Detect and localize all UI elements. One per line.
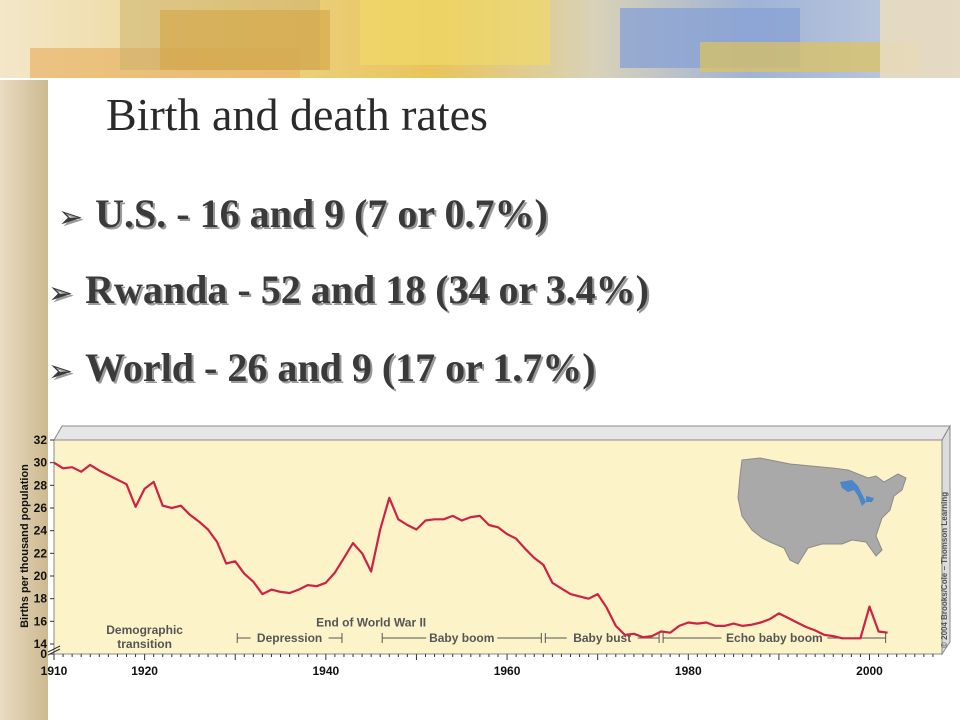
- bullet-rwanda-text: Rwanda - 52 and 18 (34 or 3.4%): [85, 267, 649, 312]
- x-tick-label: 1920: [131, 664, 158, 678]
- x-tick-label: 1960: [494, 664, 521, 678]
- side-decoration-strip: [0, 0, 48, 720]
- y-tick-label: 28: [34, 478, 48, 492]
- x-tick-label: 1910: [41, 664, 68, 678]
- y-tick-label: 26: [34, 501, 48, 515]
- banner-artwork: [0, 0, 960, 80]
- bullet-us-text: U.S. - 16 and 9 (7 or 0.7%): [95, 191, 548, 236]
- x-tick-label: 1940: [312, 664, 339, 678]
- bullet-world: ➢ World - 26 and 9 (17 or 1.7%): [48, 344, 596, 391]
- y-tick-label: 32: [34, 433, 48, 447]
- y-tick-label: 0: [40, 647, 47, 661]
- chart-frame-top: [53, 425, 951, 441]
- bullet-world-text: World - 26 and 9 (17 or 1.7%): [85, 345, 596, 390]
- y-tick-label: 24: [34, 524, 48, 538]
- page-title: Birth and death rates: [106, 89, 488, 140]
- decorative-banner: [0, 0, 960, 80]
- y-tick-label: 14: [34, 637, 48, 651]
- period-label: Baby boom: [429, 631, 494, 645]
- period-label: Echo baby boom: [726, 631, 823, 645]
- y-tick-label: 22: [34, 546, 48, 560]
- bullet-rwanda: ➢ Rwanda - 52 and 18 (34 or 3.4%): [48, 266, 649, 313]
- y-axis-title: Births per thousand population: [19, 464, 31, 628]
- x-tick-label: 2000: [856, 664, 883, 678]
- period-label: Baby bust: [573, 631, 631, 645]
- birth-rate-series-line: [53, 461, 888, 640]
- bullet-us: ➢ U.S. - 16 and 9 (7 or 0.7%): [58, 190, 548, 237]
- axis-break-mark: [47, 645, 61, 656]
- arrow-right-icon: ➢: [58, 200, 84, 235]
- y-tick-label: 16: [34, 614, 48, 628]
- credit-text: © 2004 Brooks/Cole – Thomson Learning: [940, 492, 949, 648]
- period-label-line: transition: [117, 637, 172, 651]
- annotation-label: End of World War II: [316, 616, 426, 630]
- y-tick-label: 20: [34, 569, 48, 583]
- arrow-right-icon: ➢: [48, 354, 74, 389]
- y-tick-label: 30: [34, 456, 48, 470]
- birth-rate-chart: Births per thousand population © 2004 Br…: [19, 424, 951, 678]
- arrow-right-icon: ➢: [48, 276, 74, 311]
- period-label-line: Demographic: [106, 623, 183, 637]
- period-label: Depression: [257, 631, 322, 645]
- period-label: Demographic transition: [106, 623, 183, 651]
- x-tick-label: 1980: [675, 664, 702, 678]
- y-tick-label: 18: [34, 592, 48, 606]
- us-map-icon: [737, 457, 907, 565]
